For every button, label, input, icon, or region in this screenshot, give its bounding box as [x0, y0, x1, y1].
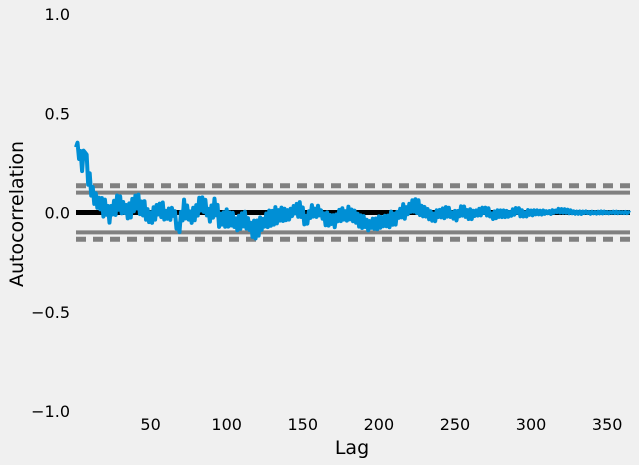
y-tick-label: −1.0 — [31, 402, 70, 421]
y-tick-label: −0.5 — [31, 303, 70, 322]
x-tick-label: 300 — [516, 415, 547, 434]
series-layer — [74, 140, 631, 241]
x-tick-label: 50 — [140, 415, 160, 434]
x-axis-label: Lag — [335, 437, 369, 459]
x-tick-labels: 50 100 150 200 250 300 350 — [140, 415, 622, 434]
y-tick-label: 0.5 — [45, 104, 70, 123]
x-tick-label: 200 — [364, 415, 395, 434]
x-tick-label: 350 — [592, 415, 623, 434]
y-axis-label: Autocorrelation — [6, 141, 28, 287]
y-tick-label: 1.0 — [45, 5, 70, 24]
x-tick-label: 150 — [288, 415, 319, 434]
y-tick-labels: 1.0 0.5 0.0 −0.5 −1.0 — [31, 5, 70, 421]
x-tick-label: 250 — [440, 415, 471, 434]
y-tick-label: 0.0 — [45, 204, 70, 223]
series-line-0 — [74, 140, 631, 241]
x-tick-label: 100 — [211, 415, 242, 434]
